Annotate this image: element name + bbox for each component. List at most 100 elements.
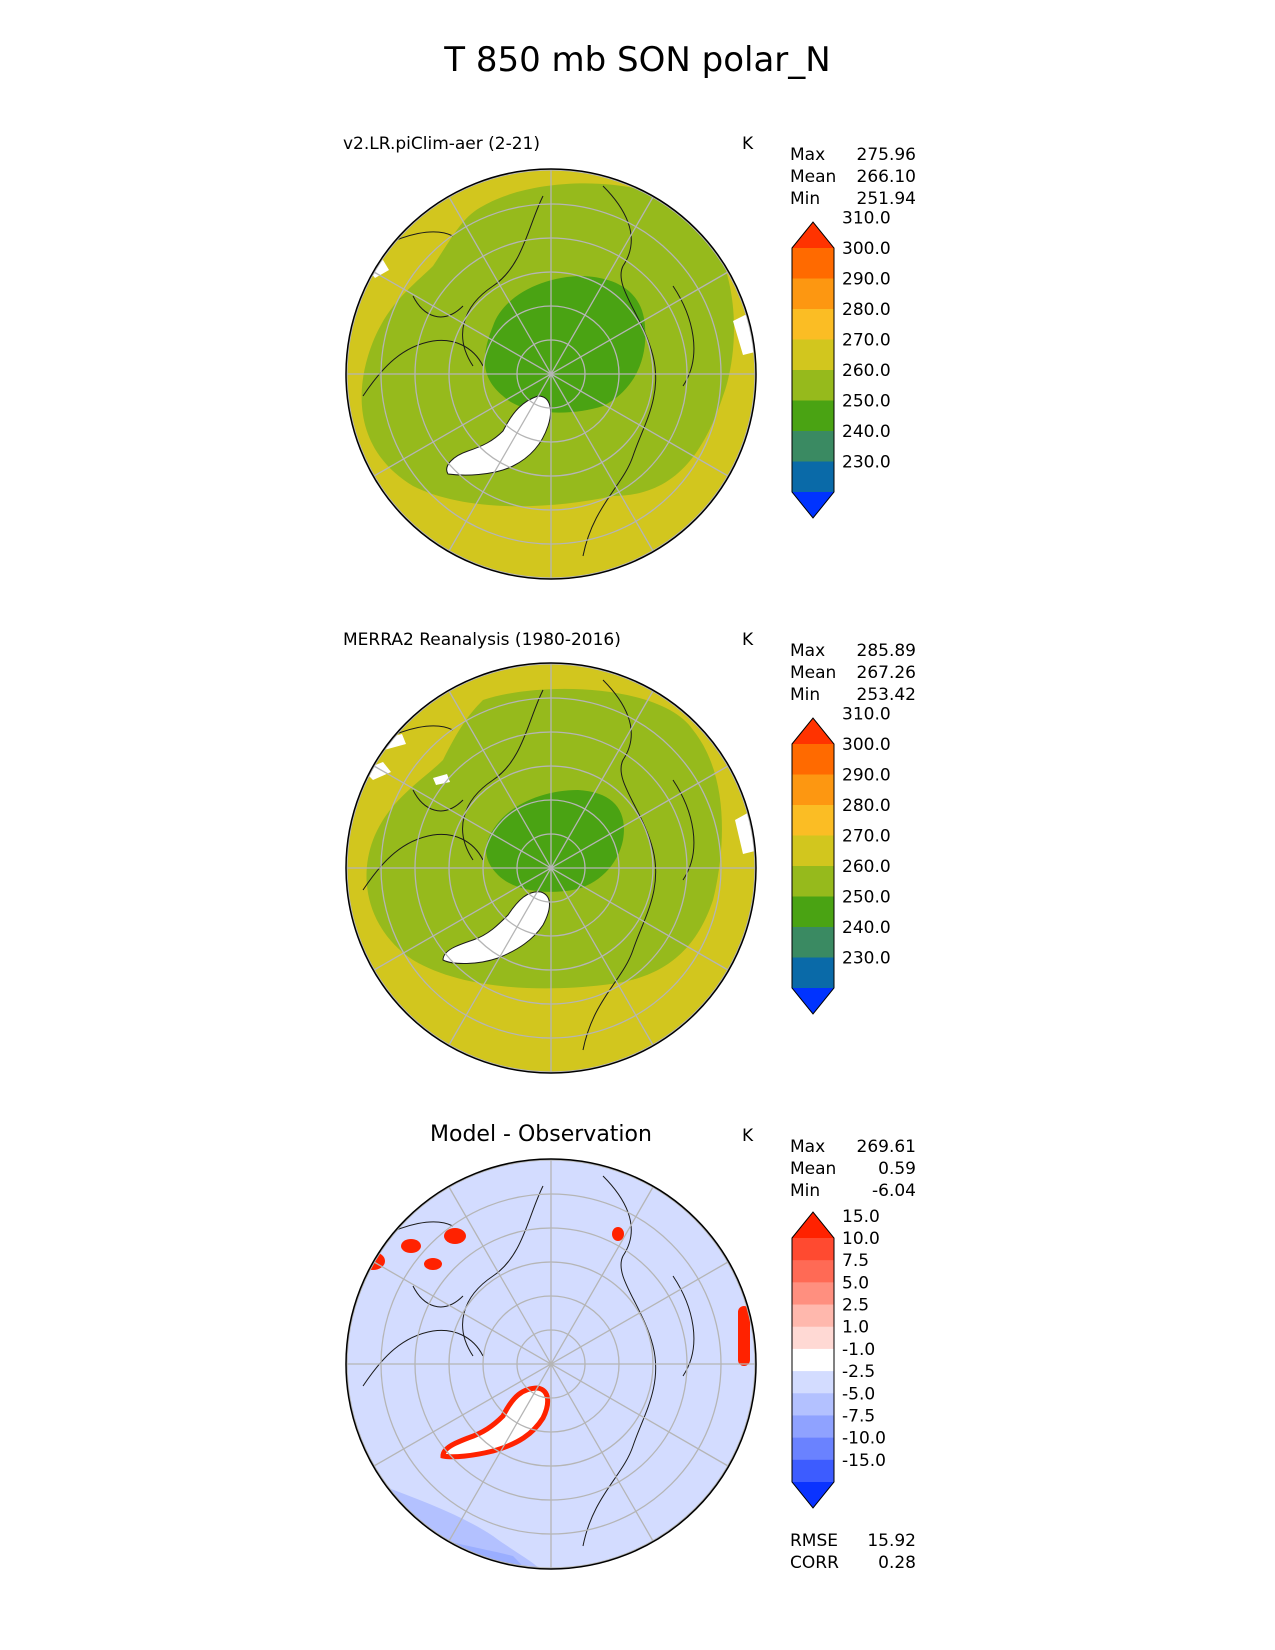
greenland-missing: [443, 891, 550, 964]
outline-greenland: [442, 891, 550, 964]
colorbar-bin: [792, 370, 834, 401]
colorbar-bin: [792, 744, 834, 775]
stat-mean-value: 0.59: [878, 1159, 916, 1179]
stat-min-value: 253.42: [856, 685, 916, 705]
panel-3-colorbar: -15.0-10.0 -7.5-5.0-2.5-1.01.02.5 5.07.510…: [791, 1207, 886, 1509]
colorbar-extend-min: [792, 988, 834, 1014]
colorbar-bin: [792, 805, 834, 836]
colorbar-bin: [792, 866, 834, 897]
colorbar-tick-label: 280.0: [842, 300, 891, 320]
colorbar-tick-label: 230.0: [842, 453, 891, 473]
panel-1-units: K: [742, 134, 754, 154]
colorbar-tick-label: 5.0: [842, 1273, 869, 1293]
colorbar-tick-label: 260.0: [842, 361, 891, 381]
stat-min-label: Min: [790, 685, 821, 705]
stat-min-value: 251.94: [856, 189, 916, 209]
colorbar-bin: [792, 1326, 834, 1350]
panel-1-polar-map: [345, 168, 757, 580]
colorbar-extend-min: [792, 492, 834, 518]
stat-mean-value: 267.26: [856, 663, 916, 683]
colorbar-bin: [792, 896, 834, 928]
map-boundary: [345, 168, 757, 580]
colorbar-bin: [792, 835, 834, 867]
metric-corr-value: 0.28: [878, 1553, 916, 1573]
colorbar-tick-label: 240.0: [842, 918, 891, 938]
colorbar-tick-label: 250.0: [842, 392, 891, 412]
colorbar-tick-label: -10.0: [842, 1429, 886, 1449]
colorbar-tick-label: 310.0: [842, 209, 891, 229]
colorbar-bin: [792, 957, 834, 989]
colorbar-tick-label: 260.0: [842, 857, 891, 877]
panel-2-colorbar: 230.0 240.0 250.0 260.0 270.0 280.0 290.0 300.0…: [791, 705, 891, 1015]
colorbar-bin: [792, 927, 834, 958]
figure-title: T 850 mb SON polar_N: [444, 40, 831, 80]
colorbar-extend-max: [792, 1212, 834, 1238]
outline-eurasia: [462, 185, 695, 557]
lat-lon-grid: [346, 1159, 756, 1569]
colorbar-bin: [792, 1393, 834, 1416]
colorbar-bin: [792, 278, 834, 310]
greenland-anomaly: [440, 1385, 551, 1460]
colorbar-tick-label: 270.0: [842, 331, 891, 351]
panel-1-stats: Max 275.96 Mean 266.10 Min 251.94: [790, 144, 916, 210]
colorbar-bin: [792, 1437, 834, 1461]
colorbar-bin: [792, 1238, 834, 1261]
lat-lon-grid: [346, 169, 756, 579]
colorbar-tick-label: -2.5: [842, 1362, 875, 1382]
map-boundary: [345, 1158, 757, 1570]
panel-1-title: v2.LR.piClim-aer (2-21): [343, 134, 541, 154]
panel-3-stats: Max 269.61 Mean 0.59 Min -6.04: [790, 1136, 916, 1202]
stat-max-value: 285.89: [856, 641, 916, 661]
colorbar-tick-label: 300.0: [842, 239, 891, 259]
colorbar-tick-label: -5.0: [842, 1384, 875, 1404]
stat-min-label: Min: [790, 1181, 821, 1201]
panel-3-metrics: RMSE 15.92 CORR 0.28: [790, 1530, 916, 1574]
panel-3-units: K: [742, 1126, 754, 1146]
colorbar-bin: [792, 461, 834, 493]
stat-max-label: Max: [790, 145, 826, 165]
zone-inner: [484, 276, 646, 413]
colorbar-tick-label: -7.5: [842, 1406, 875, 1426]
colorbar-bin: [792, 774, 834, 806]
colorbar-bin: [792, 339, 834, 371]
colorbar-bin: [792, 248, 834, 279]
colorbar-extend-min: [792, 1482, 834, 1508]
map-boundary: [345, 662, 757, 1074]
stat-min-value: -6.04: [872, 1181, 916, 1201]
stat-min-label: Min: [790, 189, 821, 209]
colorbar-extend-max: [792, 222, 834, 248]
stat-mean-label: Mean: [790, 663, 837, 683]
metric-rmse-value: 15.92: [867, 1531, 916, 1551]
colorbar-tick-label: 1.0: [842, 1318, 869, 1338]
colorbar-tick-label: 10.0: [842, 1229, 880, 1249]
colorbar-tick-label: 15.0: [842, 1207, 880, 1227]
colorbar-tick-label: 300.0: [842, 735, 891, 755]
stat-max-label: Max: [790, 641, 826, 661]
stat-max-label: Max: [790, 1137, 826, 1157]
colorbar-bin: [792, 1304, 834, 1328]
panel-2-title: MERRA2 Reanalysis (1980-2016): [343, 630, 621, 650]
colorbar-tick-label: 290.0: [842, 270, 891, 290]
colorbar-bin: [792, 1415, 834, 1439]
colorbar-tick-label: 250.0: [842, 888, 891, 908]
colorbar-tick-label: 2.5: [842, 1296, 869, 1316]
colorbar-tick-label: 270.0: [842, 827, 891, 847]
colorbar-bin: [792, 400, 834, 432]
colorbar-tick-label: -15.0: [842, 1451, 886, 1471]
panel-2-polar-map: [345, 662, 757, 1074]
colorbar-tick-label: 240.0: [842, 422, 891, 442]
outline-eurasia: [462, 1175, 695, 1547]
lat-lon-grid: [346, 663, 756, 1073]
outline-eurasia: [462, 679, 695, 1051]
colorbar-bin: [792, 1260, 834, 1283]
panel-1-colorbar: 230.0 240.0 250.0 260.0 270.0 280.0 290.0 300.0…: [791, 209, 891, 519]
colorbar-extend-max: [792, 718, 834, 744]
colorbar-tick-label: -1.0: [842, 1340, 875, 1360]
colorbar-tick-label: 310.0: [842, 705, 891, 725]
stat-max-value: 269.61: [856, 1137, 916, 1157]
missing-west-1: [363, 762, 391, 780]
metric-corr-label: CORR: [790, 1553, 839, 1573]
stat-mean-label: Mean: [790, 167, 837, 187]
colorbar-bin: [792, 1282, 834, 1306]
colorbar-outline: [791, 221, 835, 519]
